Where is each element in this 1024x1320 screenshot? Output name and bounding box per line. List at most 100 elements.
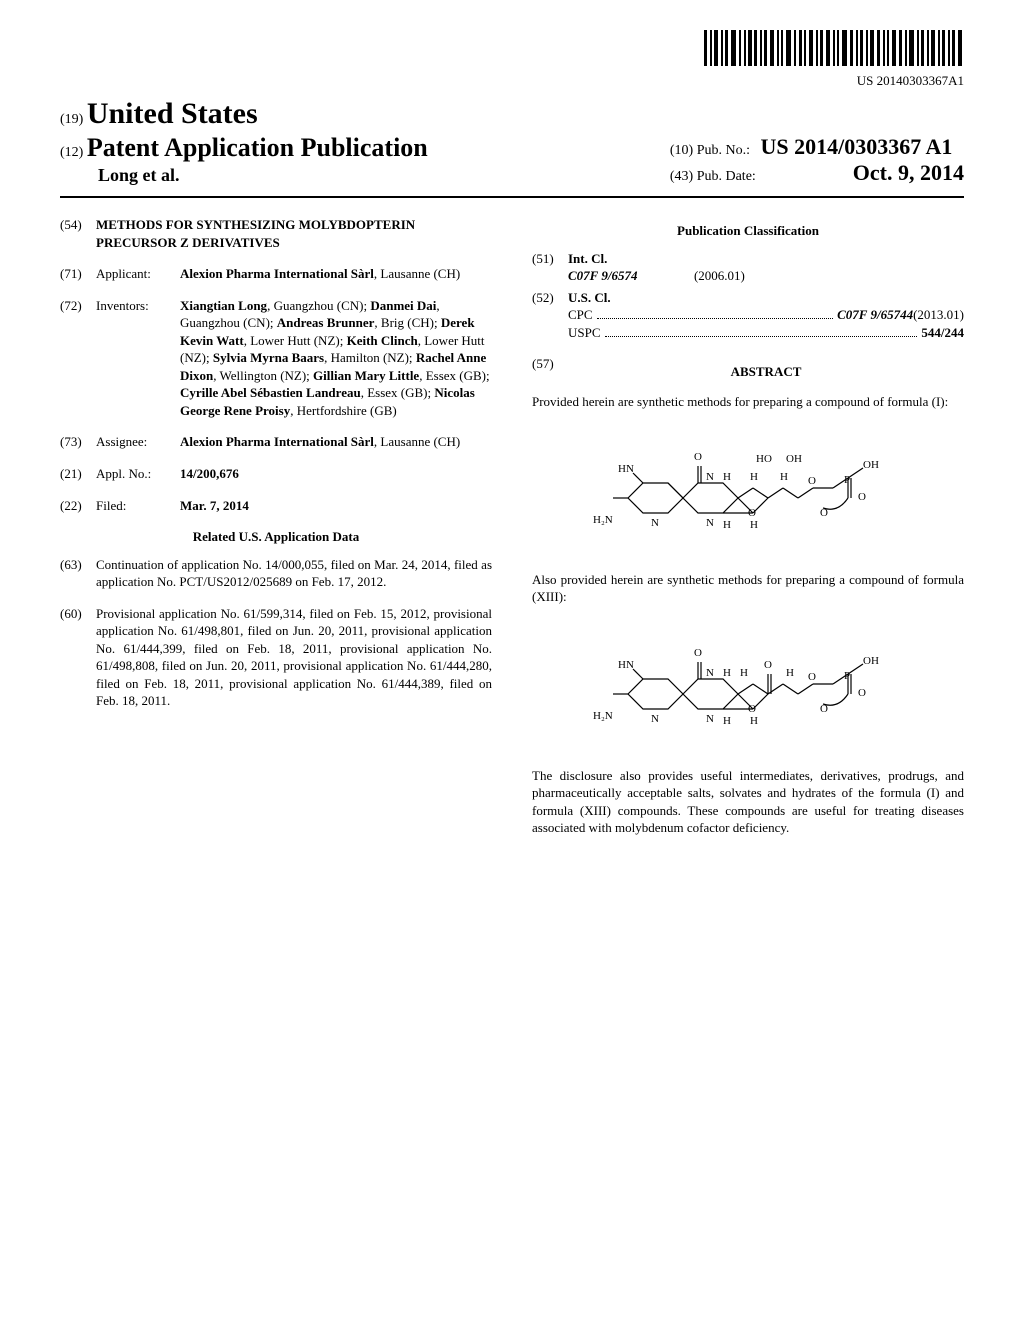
left-column: (54) METHODS FOR SYNTHESIZING MOLYBDOPTE… [60,216,492,845]
chem2-O6: O [820,703,828,715]
chem-N3: N [706,517,714,529]
pub-type-code: (12) [60,145,83,160]
intcl-row: C07F 9/6574 (2006.01) [568,267,964,285]
chem2-O4: O [808,671,816,683]
pub-type-line: (12) Patent Application Publication [60,133,428,163]
inventor-loc: , Wellington (NZ); [213,368,313,383]
title-field: (54) METHODS FOR SYNTHESIZING MOLYBDOPTE… [60,216,492,251]
inventor-name: Keith Clinch [347,333,418,348]
chem-P: P [844,474,850,486]
applicant-label: Applicant: [96,265,180,283]
chem2-OH: OH [863,655,879,667]
inventor-loc: , Brig (CH); [374,315,440,330]
chem2-O: O [694,647,702,659]
cpc-dots [597,318,834,319]
uscl-code: (52) [532,289,568,342]
applicant-content: Alexion Pharma International Sàrl, Lausa… [180,265,492,283]
chem-HO: HO [756,453,772,465]
barcode-svg [704,30,964,66]
chem-H1: H [723,471,731,483]
applno-field: (21) Appl. No.: 14/200,676 [60,465,492,483]
right-column: Publication Classification (51) Int. Cl.… [532,216,964,845]
uspc-value: 544/244 [921,324,964,342]
abstract-code: (57) [532,355,568,389]
formula-1-svg: O HO OH OH HN H₂N N N N H H H H H O O P [588,428,908,548]
assignee-code: (73) [60,433,96,451]
chem-HN: HN [618,463,634,475]
chem2-H1: H [723,667,731,679]
intcl-code: (51) [532,250,568,285]
cpc-value: C07F 9/65744 [837,306,913,324]
chem2-N3: N [706,713,714,725]
chem2-O5: O [858,687,866,699]
related-heading: Related U.S. Application Data [60,528,492,546]
inventors-label: Inventors: [96,297,180,420]
inventors-field: (72) Inventors: Xiangtian Long, Guangzho… [60,297,492,420]
chem2-H4: H [723,715,731,727]
chem-O: O [694,451,702,463]
chem-N1: N [651,517,659,529]
intcl-label: Int. Cl. [568,250,964,268]
intcl-content: Int. Cl. C07F 9/6574 (2006.01) [568,250,964,285]
chem-N2: N [706,471,714,483]
continuation-field: (63) Continuation of application No. 14/… [60,556,492,591]
applno-label: Appl. No.: [96,465,180,483]
pub-type: Patent Application Publication [87,133,428,162]
chem2-H2: H [740,667,748,679]
provisional-field: (60) Provisional application No. 61/599,… [60,605,492,710]
uscl-label: U.S. Cl. [568,289,964,307]
chem2-N2: N [706,667,714,679]
inventor-loc: , Essex (GB); [361,385,435,400]
assignee-field: (73) Assignee: Alexion Pharma Internatio… [60,433,492,451]
abstract-p1: Provided herein are synthetic methods fo… [532,393,964,411]
assignee-loc: , Lausanne (CH) [374,434,460,449]
inventor-loc: , Guangzhou (CN); [267,298,370,313]
uscl-content: U.S. Cl. CPC C07F 9/65744 (2013.01) USPC… [568,289,964,342]
chem-H2: H [750,471,758,483]
chem2-H2N: H₂N [593,710,613,722]
body-columns: (54) METHODS FOR SYNTHESIZING MOLYBDOPTE… [60,216,964,845]
abstract-p2: Also provided herein are synthetic metho… [532,571,964,606]
country-name: United States [87,97,258,130]
chem2-H3: H [786,667,794,679]
header: (19) United States (12) Patent Applicati… [60,97,964,186]
inventor-loc: , Hamilton (NZ); [324,350,416,365]
barcode-text: US 20140303367A1 [60,73,964,89]
intcl-class: C07F 9/6574 [568,268,637,283]
pub-number: US 2014/0303367 A1 [760,134,952,159]
title-text: METHODS FOR SYNTHESIZING MOLYBDOPTERIN P… [96,216,492,251]
inventor-name: Sylvia Myrna Baars [213,350,324,365]
continuation-code: (63) [60,556,96,591]
cpc-year: (2013.01) [913,306,964,324]
chem2-HN: HN [618,659,634,671]
classification-heading: Publication Classification [532,222,964,240]
cpc-label: CPC [568,306,593,324]
header-rule [60,196,964,198]
title-code: (54) [60,216,96,251]
assignee-label: Assignee: [96,433,180,451]
pubno-label: Pub. No.: [697,143,750,158]
pub-date: Oct. 9, 2014 [853,160,964,185]
pubno-line: (10) Pub. No.: US 2014/0303367 A1 [670,134,964,160]
inventor-name: Xiangtian Long [180,298,267,313]
chem-OH: OH [786,453,802,465]
header-right: (10) Pub. No.: US 2014/0303367 A1 (43) P… [670,134,964,186]
formula-2: O O OH HN H₂N N N N H H H H H O O P O [532,624,964,749]
barcode [704,30,964,66]
continuation-text: Continuation of application No. 14/000,0… [96,556,492,591]
cpc-row: CPC C07F 9/65744 (2013.01) [568,306,964,324]
inventor-name: Cyrille Abel Sébastien Landreau [180,385,361,400]
inventors-code: (72) [60,297,96,420]
filed-code: (22) [60,497,96,515]
pubdate-line: (43) Pub. Date: Oct. 9, 2014 [670,160,964,186]
filed-label: Filed: [96,497,180,515]
chem2-O2: O [764,659,772,671]
inventor-name: Andreas Brunner [277,315,375,330]
header-left: (19) United States (12) Patent Applicati… [60,97,428,186]
applno-value: 14/200,676 [180,465,492,483]
chem-O4: O [858,491,866,503]
pubdate-label: Pub. Date: [697,169,756,184]
filed-value: Mar. 7, 2014 [180,497,492,515]
chem-OH2: OH [863,459,879,471]
formula-2-svg: O O OH HN H₂N N N N H H H H H O O P O [588,624,908,744]
